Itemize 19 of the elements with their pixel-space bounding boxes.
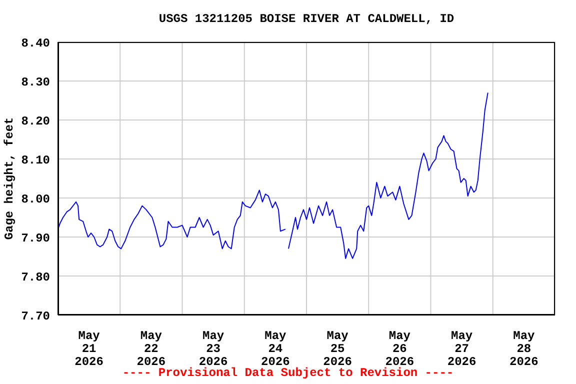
- y-tick-label: 8.20: [21, 114, 50, 128]
- x-tick-label: May 24 2026: [261, 329, 290, 369]
- x-tick-label: May 21 2026: [74, 329, 104, 369]
- y-tick-label: 8.00: [21, 192, 50, 206]
- y-tick-label: 7.90: [21, 231, 50, 246]
- y-tick-label: 8.10: [21, 153, 50, 168]
- x-tick-label: May 27 2026: [447, 329, 476, 369]
- x-tick-label: May 25 2026: [323, 329, 352, 369]
- text: ---- Provisional Data Subject to Revision ----: [122, 366, 454, 380]
- y-tick-label: 8.40: [21, 36, 50, 50]
- y-tick-label: 7.70: [21, 309, 50, 324]
- y-tick-label: 7.80: [21, 270, 50, 284]
- x-tick-label: May 26 2026: [385, 329, 414, 369]
- y-tick-label: 8.30: [21, 75, 50, 90]
- chart-title: USGS 13211205 BOISE RIVER AT CALDWELL, ID: [158, 12, 456, 26]
- x-tick-label: May 28 2026: [510, 329, 538, 369]
- y-axis-title: Gage height, feet: [2, 117, 16, 240]
- x-tick-label: May 23 2026: [198, 329, 228, 369]
- x-tick-label: May 22 2026: [136, 329, 166, 369]
